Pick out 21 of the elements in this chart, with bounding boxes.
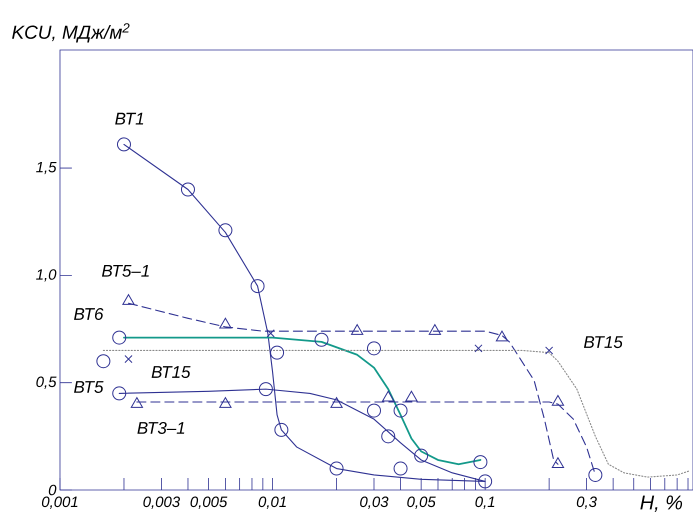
x-tick-label: 0,01 <box>258 496 286 509</box>
x-tick-label: 0,005 <box>190 496 228 509</box>
x-tick-label: 0,003 <box>143 496 180 509</box>
annotation: ВТ15 <box>152 366 191 378</box>
annotation: ВТ6 <box>74 308 104 320</box>
y-tick-label: 0,5 <box>36 376 57 389</box>
x-tick-label: 0,1 <box>475 496 494 509</box>
annotation: ВТ3–1 <box>137 422 184 434</box>
annotation: ВТ15 <box>584 336 623 348</box>
y-tick-label: 1,5 <box>36 162 57 174</box>
x-tick-label: 0,3 <box>576 496 597 509</box>
annotation: ВТ1 <box>115 112 144 124</box>
x-tick-label: 0,03 <box>360 496 388 509</box>
x-axis-title: H, % <box>640 496 682 512</box>
annotation: ВТ5–1 <box>102 264 149 277</box>
x-tick-label: 0,001 <box>42 496 78 509</box>
y-tick-label: 1,0 <box>36 269 56 282</box>
x-tick-label: 0,05 <box>407 496 436 509</box>
annotation: ВТ5 <box>74 381 104 393</box>
y-tick-label: 0 <box>48 484 56 496</box>
y-axis-title: KCU, МДж/м$^{2}$ <box>12 23 130 42</box>
